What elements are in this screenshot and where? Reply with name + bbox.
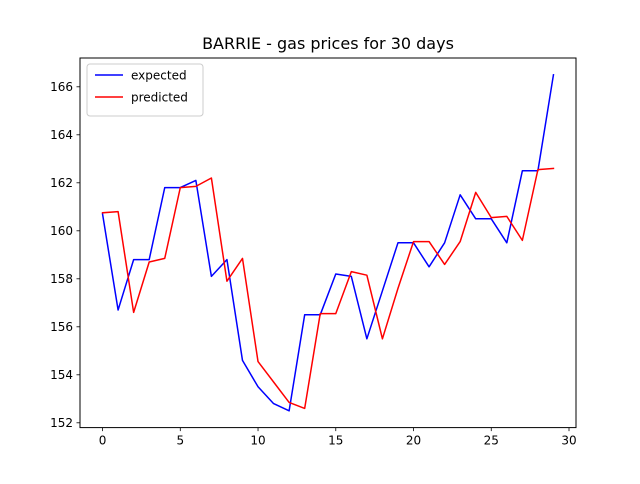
y-tick-label: 158 — [50, 272, 73, 286]
x-tick-label: 5 — [176, 434, 184, 448]
tick-layer: 0 5 10 15 20 25 30 152 154 156 158 160 162 164 166 — [50, 80, 577, 448]
legend-box — [86, 63, 204, 117]
legend-label-predicted: predicted — [131, 90, 188, 104]
series-line-predicted — [101, 167, 555, 410]
legend-label-expected: expected — [131, 68, 187, 82]
chart-title: BARRIE - gas prices for 30 days — [202, 34, 454, 53]
x-tick-label: 10 — [250, 434, 265, 448]
x-tick-label: 0 — [99, 434, 107, 448]
legend: expected predicted — [86, 63, 204, 117]
x-tick-label: 20 — [406, 434, 421, 448]
x-tick-label: 30 — [561, 434, 576, 448]
plot-frame — [79, 57, 577, 429]
y-tick-label: 160 — [50, 224, 73, 238]
y-tick-label: 154 — [50, 368, 73, 382]
y-tick-label: 166 — [50, 80, 73, 94]
series-layer — [101, 73, 555, 412]
x-tick-label: 25 — [484, 434, 499, 448]
y-tick-label: 162 — [50, 176, 73, 190]
series-line-expected — [101, 73, 555, 412]
y-tick-label: 164 — [50, 128, 73, 142]
y-tick-label: 156 — [50, 320, 73, 334]
x-tick-label: 15 — [328, 434, 343, 448]
y-tick-label: 152 — [50, 416, 73, 430]
